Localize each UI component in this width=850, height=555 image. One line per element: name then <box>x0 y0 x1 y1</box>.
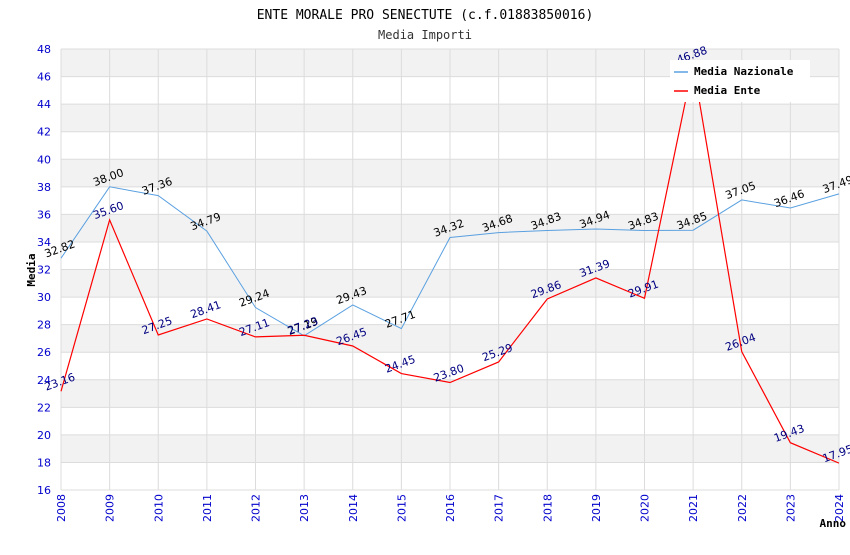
x-tick-label: 2018 <box>541 494 554 522</box>
y-tick-label: 28 <box>37 319 51 332</box>
gridlines <box>60 48 840 491</box>
x-tick-label: 2023 <box>784 494 797 522</box>
legend-entry-media-nazionale: Media Nazionale <box>694 65 794 78</box>
x-tick-label: 2014 <box>347 494 360 522</box>
x-tick-label: 2024 <box>833 494 846 522</box>
x-tick-label: 2022 <box>736 494 749 522</box>
x-tick-label: 2010 <box>152 494 165 522</box>
y-tick-label: 30 <box>37 291 51 304</box>
y-tick-label: 40 <box>37 153 51 166</box>
series-line-media-ente <box>60 64 840 464</box>
y-tick-label: 26 <box>37 346 51 359</box>
y-axis-label: Media <box>25 253 38 286</box>
y-tick-label: 34 <box>37 236 51 249</box>
series-lines <box>60 64 840 464</box>
y-tick-label: 32 <box>37 264 51 277</box>
y-tick-label: 22 <box>37 401 51 414</box>
y-tick-label: 42 <box>37 126 51 139</box>
legend-entry-media-ente: Media Ente <box>694 84 761 97</box>
y-tick-label: 38 <box>37 181 51 194</box>
y-tick-label: 20 <box>37 429 51 442</box>
y-tick-label: 16 <box>37 484 51 497</box>
x-tick-label: 2021 <box>687 494 700 522</box>
y-tick-label: 24 <box>37 374 51 387</box>
y-tick-label: 46 <box>37 71 51 84</box>
x-tick-label: 2008 <box>55 494 68 522</box>
y-tick-label: 18 <box>37 456 51 469</box>
x-tick-label: 2017 <box>493 494 506 522</box>
legend: Media Nazionale Media Ente <box>670 60 810 102</box>
y-axis-ticks: 16 18 20 22 24 26 28 30 32 34 36 38 40 42 44 46 48 <box>37 43 51 497</box>
x-tick-label: 2020 <box>639 494 652 522</box>
y-tick-label: 48 <box>37 43 51 56</box>
x-tick-label: 2011 <box>201 494 214 522</box>
x-axis-ticks: 2008 2009 2010 2011 2012 2013 2014 2015 2016 2017… <box>55 494 846 522</box>
x-tick-label: 2009 <box>104 494 117 522</box>
x-axis-label: Anno <box>820 517 847 530</box>
y-tick-label: 36 <box>37 208 51 221</box>
series-line-media-nazionale <box>60 186 840 337</box>
legend-box <box>670 60 810 102</box>
chart-subtitle: Media Importi <box>378 28 472 42</box>
x-tick-label: 2013 <box>298 494 311 522</box>
x-tick-label: 2012 <box>250 494 263 522</box>
x-tick-label: 2019 <box>590 494 603 522</box>
x-tick-label: 2016 <box>444 494 457 522</box>
y-tick-label: 44 <box>37 98 51 111</box>
x-tick-label: 2015 <box>395 494 408 522</box>
chart-title: ENTE MORALE PRO SENECTUTE (c.f.018838500… <box>257 8 594 23</box>
